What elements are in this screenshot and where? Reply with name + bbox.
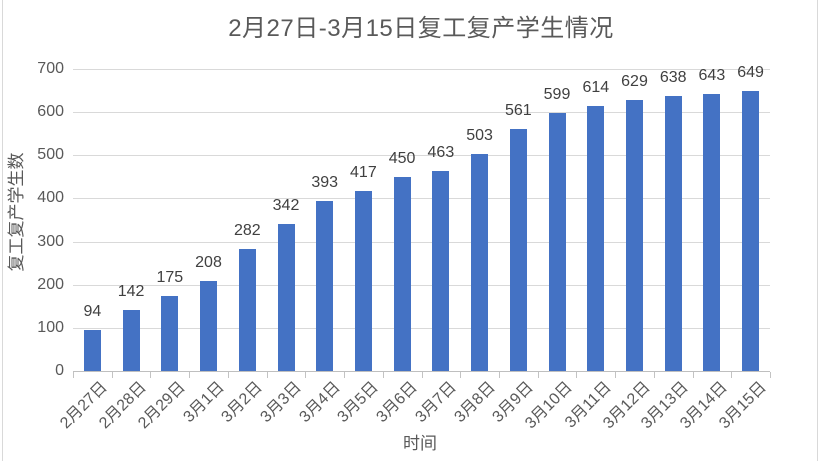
bar [277,223,295,371]
bar-value-label: 393 [311,174,339,192]
bar [393,176,411,371]
axis-tick-mark [653,372,655,378]
axis-tick-mark [731,372,733,378]
gridline [73,155,770,157]
bar-value-label: 450 [388,149,416,167]
bar-value-label: 561 [504,102,532,119]
bar [703,93,721,371]
y-tick-label: 600 [37,103,64,121]
bar-value-label: 614 [582,79,610,97]
axis-tick-mark [537,372,539,378]
bar [354,191,372,371]
y-tick-label: 500 [37,146,64,164]
bar [548,112,566,371]
bar [587,106,605,371]
bar-value-label: 463 [427,144,455,162]
bar [664,95,682,371]
bar [200,281,217,371]
axis-tick-mark [344,372,346,378]
gridline [73,112,770,114]
bar [509,129,527,371]
bar-value-label: 282 [233,222,261,240]
bar-value-label: 175 [156,268,184,286]
axis-tick-mark [150,372,152,378]
bar [122,309,140,371]
bar-value-label: 629 [621,72,648,90]
bar [742,91,760,371]
axis-tick-mark [189,372,191,378]
axis-tick-mark [770,372,771,378]
axis-tick-mark [460,372,462,378]
bar-value-label: 417 [350,164,377,182]
bar-value-label: 208 [195,254,222,272]
bar-value-label: 649 [737,64,764,81]
x-axis-line [73,371,770,372]
bar [316,201,334,371]
y-tick-label: 0 [55,362,64,379]
axis-tick-mark [382,372,384,378]
axis-tick-mark [498,372,500,378]
axis-tick-mark [421,372,423,378]
gridline [73,327,770,329]
bar-value-label: 342 [272,196,300,214]
gridline [73,241,770,243]
y-tick-label: 700 [37,60,64,77]
axis-tick-mark [615,372,617,378]
gridline [73,198,770,200]
bar-value-label: 94 [83,303,102,321]
axis-tick-mark [73,372,74,378]
bar [626,99,643,371]
axis-tick-mark [305,372,307,378]
bar-value-label: 638 [659,68,687,86]
bar-value-label: 142 [117,282,145,300]
y-tick-label: 400 [37,189,64,207]
bar [471,154,489,371]
bar-value-label: 599 [543,85,571,103]
bar-value-label: 503 [466,127,493,144]
y-tick-label: 300 [37,232,64,250]
axis-tick-mark [227,372,229,378]
y-tick-label: 200 [37,275,64,293]
x-axis-title: 时间 [403,434,437,453]
chart-title: 2月27日-3月15日复工复产学生情况 [228,15,614,42]
bar [161,295,179,371]
y-tick-label: 100 [37,318,64,336]
bar [238,249,256,371]
axis-tick-mark [111,372,113,378]
gridline [73,284,770,286]
axis-tick-mark [266,372,268,378]
bar [432,171,450,371]
gridline [73,69,770,70]
bar [83,330,101,371]
chart-frame-right-border [817,0,818,461]
axis-tick-mark [576,372,578,378]
bar-value-label: 643 [698,66,726,84]
chart-frame-left-border [2,0,3,461]
axis-tick-mark [692,372,694,378]
